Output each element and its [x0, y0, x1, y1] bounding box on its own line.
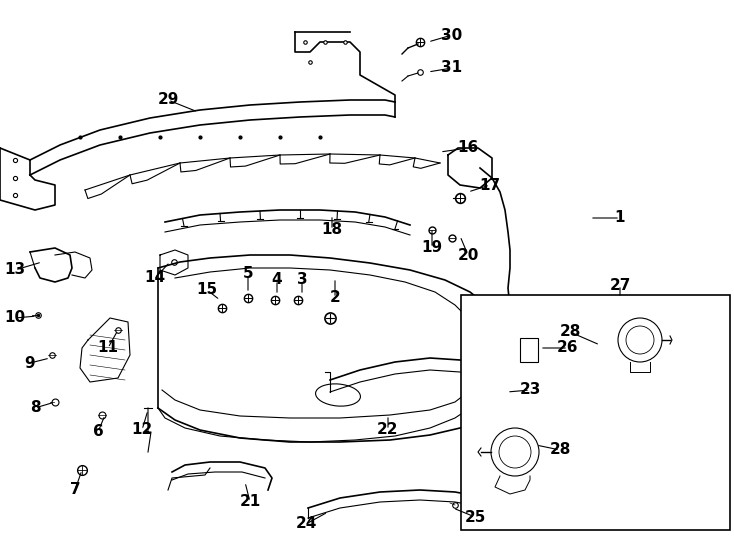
Text: 6: 6: [92, 424, 103, 440]
Text: 30: 30: [441, 28, 462, 43]
Text: 17: 17: [479, 178, 501, 192]
Text: 22: 22: [377, 422, 399, 437]
Text: 21: 21: [239, 495, 261, 510]
Circle shape: [618, 318, 662, 362]
Text: 16: 16: [457, 140, 479, 156]
Text: 14: 14: [145, 271, 166, 286]
Text: 28: 28: [549, 442, 571, 457]
Text: 11: 11: [98, 341, 118, 355]
Text: 3: 3: [297, 273, 308, 287]
Text: 2: 2: [330, 291, 341, 306]
Circle shape: [491, 428, 539, 476]
Text: 26: 26: [557, 341, 578, 355]
Text: 8: 8: [29, 401, 40, 415]
Text: 1: 1: [615, 211, 625, 226]
Text: 5: 5: [243, 267, 253, 281]
Text: 31: 31: [441, 60, 462, 76]
Circle shape: [499, 436, 531, 468]
Ellipse shape: [316, 384, 360, 406]
Text: 9: 9: [25, 355, 35, 370]
Text: 10: 10: [4, 310, 26, 326]
Text: 15: 15: [197, 282, 217, 298]
Text: 27: 27: [609, 278, 631, 293]
Text: 18: 18: [321, 222, 343, 238]
Bar: [461, 295, 730, 530]
Text: 7: 7: [70, 483, 80, 497]
Text: 20: 20: [457, 247, 479, 262]
Text: 24: 24: [295, 516, 316, 531]
Text: 23: 23: [520, 382, 541, 397]
Text: 12: 12: [131, 422, 153, 437]
Text: 13: 13: [4, 262, 26, 278]
Text: 25: 25: [465, 510, 486, 524]
Circle shape: [626, 326, 654, 354]
Text: 29: 29: [157, 92, 178, 107]
Text: 28: 28: [559, 325, 581, 340]
Bar: [520, 338, 538, 362]
Text: 19: 19: [421, 240, 443, 255]
Text: 4: 4: [272, 273, 283, 287]
